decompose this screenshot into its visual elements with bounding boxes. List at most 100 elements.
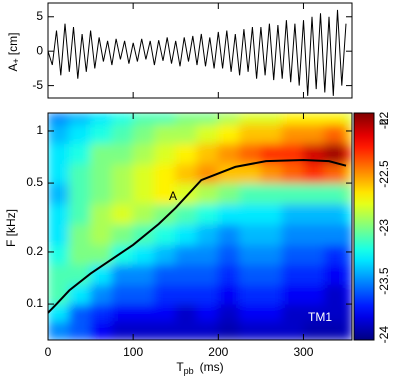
y-tick-label: 0.5: [26, 175, 43, 189]
heat-cell: [260, 320, 283, 340]
heat-cell: [196, 244, 219, 265]
heat-cell: [196, 303, 219, 322]
heat-cell: [153, 223, 177, 246]
heat-cell: [196, 203, 219, 225]
curve-group: [48, 158, 347, 314]
heat-cell: [90, 303, 113, 322]
heat-cell: [345, 182, 352, 205]
heat-cell: [48, 244, 70, 265]
y-tick-label: -5: [32, 78, 43, 92]
heat-cell: [345, 142, 352, 164]
waveform-line: [48, 9, 347, 96]
x-tick-label: 100: [123, 345, 143, 359]
heat-cell: [239, 203, 262, 225]
heat-cell: [175, 203, 198, 225]
colorbar-tick-label: -22.5: [377, 160, 391, 188]
heat-cell: [48, 203, 70, 225]
heat-cell: [324, 203, 347, 225]
bottom-frame: [47, 112, 353, 341]
heat-cell: [68, 123, 92, 144]
heat-cell: [302, 162, 326, 184]
heat-cell: [175, 303, 198, 322]
heat-cell: [196, 142, 219, 164]
heat-cell: [239, 244, 262, 265]
heat-cell: [260, 303, 283, 322]
heat-cell: [68, 223, 92, 246]
heat-cell: [217, 320, 241, 340]
y-tick-label: 5: [36, 9, 43, 23]
heat-cell: [48, 223, 70, 246]
heat-cell: [302, 182, 326, 205]
heat-cell: [111, 203, 134, 225]
heat-cell: [48, 113, 70, 125]
heat-cell: [175, 142, 198, 164]
heat-cell: [196, 283, 219, 305]
colorbar-label: h: [377, 119, 391, 126]
heat-cell: [153, 303, 177, 322]
heat-cell: [111, 162, 134, 184]
heat-cell: [68, 203, 92, 225]
heat-cell: [153, 182, 177, 205]
heat-cell: [260, 244, 283, 265]
heat-cell: [68, 244, 92, 265]
colorbar-tick-label: -23.5: [377, 267, 391, 295]
heat-cell: [132, 123, 155, 144]
heat-cell: [68, 320, 92, 340]
heat-cell: [175, 113, 198, 125]
heat-cell: [90, 123, 113, 144]
heat-cell: [281, 142, 304, 164]
heat-cell: [68, 142, 92, 164]
heat-cell: [302, 142, 326, 164]
heat-cell: [68, 162, 92, 184]
heat-cell: [324, 283, 347, 305]
heat-cell: [196, 320, 219, 340]
heat-cell: [260, 162, 283, 184]
x-tick-label: 200: [208, 345, 228, 359]
heat-cell: [260, 123, 283, 144]
heat-cell: [281, 244, 304, 265]
heat-cell: [260, 283, 283, 305]
heat-cell: [345, 320, 352, 340]
heat-cell: [90, 263, 113, 285]
chart-layer: 5 0 -5 0 100 200 300 0.1 0.2 0.5 1 -22 -22.5 -23 -23.5…: [26, 3, 391, 359]
heat-cell: [239, 162, 262, 184]
heat-cell: [281, 303, 304, 322]
heat-cell: [302, 244, 326, 265]
heat-cell: [324, 244, 347, 265]
heat-cell: [281, 283, 304, 305]
heat-cell: [281, 223, 304, 246]
heat-cell: [90, 244, 113, 265]
heat-cell: [239, 113, 262, 125]
heat-cell: [196, 162, 219, 184]
heat-cell: [111, 123, 134, 144]
heat-cell: [345, 123, 352, 144]
heat-cell: [132, 162, 155, 184]
heat-cell: [132, 244, 155, 265]
heat-cell: [111, 263, 134, 285]
heat-cell: [153, 283, 177, 305]
heat-cell: [302, 203, 326, 225]
heat-cell: [217, 182, 241, 205]
heat-cell: [153, 244, 177, 265]
heat-cell: [239, 263, 262, 285]
heat-cell: [217, 203, 241, 225]
heat-cell: [239, 283, 262, 305]
heat-cell: [132, 303, 155, 322]
bottom-y-label: F [kHz]: [4, 209, 18, 247]
waveform-group: [48, 9, 347, 96]
y-tick-label: 0.1: [26, 296, 43, 310]
x-label: Tpb (ms): [176, 360, 223, 376]
heat-cell: [48, 263, 70, 285]
heat-cell: [111, 320, 134, 340]
heat-cell: [48, 320, 70, 340]
heat-cell: [260, 182, 283, 205]
heat-cell: [132, 142, 155, 164]
heat-cell: [196, 223, 219, 246]
heat-cell: [153, 162, 177, 184]
y-tick-label: 0.2: [26, 244, 43, 258]
annotation: A: [169, 189, 177, 203]
x-tick-label: 300: [293, 345, 313, 359]
heat-cell: [281, 320, 304, 340]
heat-cell: [302, 303, 326, 322]
